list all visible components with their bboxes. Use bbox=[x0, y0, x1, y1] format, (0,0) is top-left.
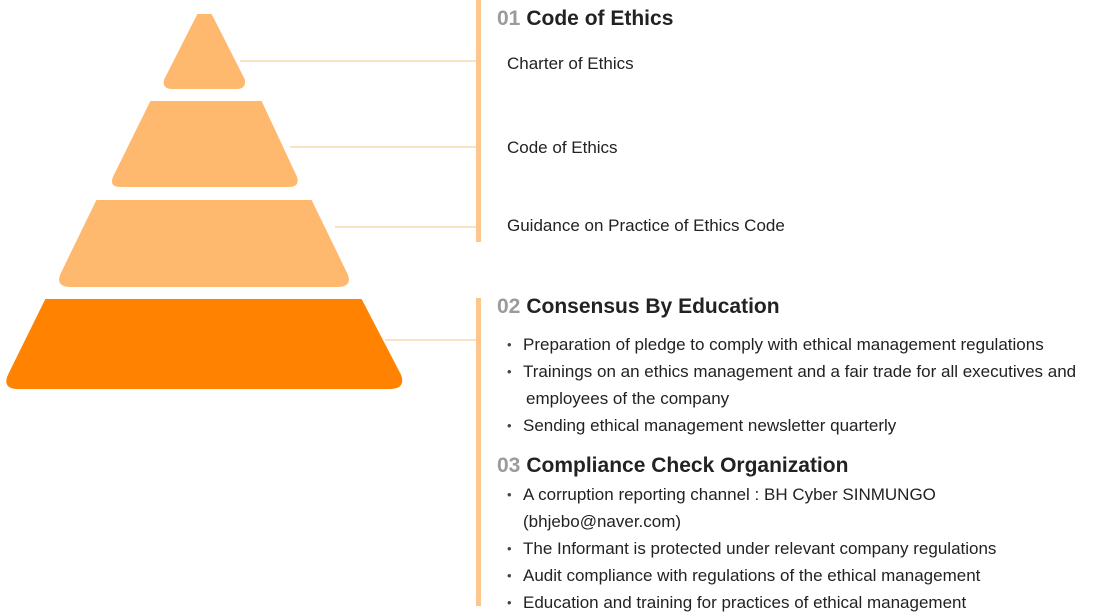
consensus-education-list: Preparation of pledge to comply with eth… bbox=[507, 331, 1076, 439]
section-heading-compliance-check: 03 Compliance Check Organization bbox=[497, 454, 848, 478]
list-item: A corruption reporting channel : BH Cybe… bbox=[507, 481, 996, 535]
list-item-text: Trainings on an ethics management and a … bbox=[523, 362, 1077, 381]
list-item-text: Audit compliance with regulations of the… bbox=[523, 566, 981, 585]
item-guidance-practice: Guidance on Practice of Ethics Code bbox=[507, 216, 785, 235]
section-heading-consensus-education: 02 Consensus By Education bbox=[497, 295, 780, 319]
pyramid-tier-1 bbox=[163, 14, 246, 89]
list-item: Audit compliance with regulations of the… bbox=[507, 562, 996, 589]
list-item: The Informant is protected under relevan… bbox=[507, 535, 996, 562]
list-item-text: The Informant is protected under relevan… bbox=[523, 539, 997, 558]
list-item-text: A corruption reporting channel : BH Cybe… bbox=[523, 485, 936, 504]
list-item: Sending ethical management newsletter qu… bbox=[507, 412, 1076, 439]
section-2-3-accent-bar bbox=[476, 298, 481, 606]
pyramid-diagram bbox=[6, 14, 476, 389]
section-1-accent-bar bbox=[476, 0, 481, 242]
pyramid-tier-4-base bbox=[6, 299, 403, 389]
section-title: Consensus By Education bbox=[526, 295, 780, 318]
list-item-text-cont: (bhjebo@naver.com) bbox=[523, 512, 682, 531]
pyramid-tier-3 bbox=[59, 200, 349, 287]
list-item: Preparation of pledge to comply with eth… bbox=[507, 331, 1076, 358]
connector-lines bbox=[240, 60, 476, 341]
section-number: 01 bbox=[497, 7, 521, 30]
list-item: Education and training for practices of … bbox=[507, 589, 996, 616]
list-item-text: Sending ethical management newsletter qu… bbox=[523, 416, 897, 435]
section-number: 03 bbox=[497, 454, 521, 477]
section-heading-code-of-ethics: 01 Code of Ethics bbox=[497, 7, 673, 31]
list-item-text: Education and training for practices of … bbox=[523, 593, 967, 612]
pyramid-tier-2 bbox=[111, 101, 298, 187]
item-code-of-ethics: Code of Ethics bbox=[507, 138, 618, 157]
list-item: Trainings on an ethics management and a … bbox=[507, 358, 1076, 412]
item-charter-of-ethics: Charter of Ethics bbox=[507, 54, 634, 73]
list-item-text-cont: employees of the company bbox=[526, 389, 730, 408]
compliance-check-list: A corruption reporting channel : BH Cybe… bbox=[507, 481, 996, 616]
section-number: 02 bbox=[497, 295, 521, 318]
section-title: Compliance Check Organization bbox=[526, 454, 849, 477]
section-title: Code of Ethics bbox=[526, 7, 674, 30]
list-item-text: Preparation of pledge to comply with eth… bbox=[523, 335, 1044, 354]
